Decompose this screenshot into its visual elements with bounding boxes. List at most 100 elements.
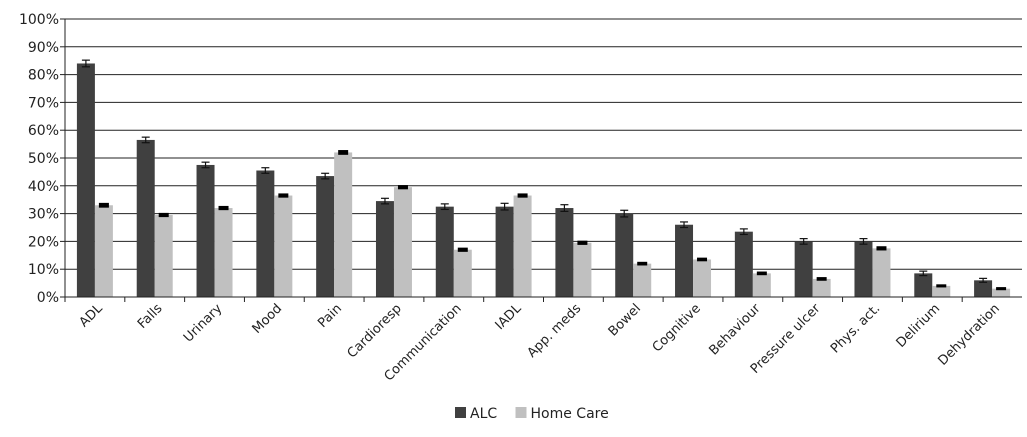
bar-alc bbox=[196, 164, 215, 297]
x-tick-labels: ADL Falls Urinary Mood Pain CardiorespCommuni… bbox=[77, 301, 1003, 385]
x-tick-label: ADL bbox=[77, 301, 107, 331]
bar-alc bbox=[136, 139, 155, 297]
bar-alc bbox=[435, 206, 454, 297]
error-bar bbox=[560, 204, 569, 212]
bar-home-care bbox=[393, 187, 412, 297]
bar-alc bbox=[555, 208, 574, 297]
y-tick-labels: 0% 10% 20% 30% 40% 50% 60% 70% 80% 90% 100% bbox=[19, 12, 59, 306]
legend-swatch-home-care bbox=[515, 407, 527, 418]
error-bar bbox=[380, 197, 389, 205]
bar-alc bbox=[76, 63, 95, 298]
y-tick-label: 100% bbox=[19, 12, 59, 28]
axes bbox=[60, 18, 1022, 302]
x-tick-label: Phys. act. bbox=[828, 301, 883, 356]
error-bar bbox=[81, 59, 90, 68]
error-bar bbox=[577, 240, 588, 245]
x-tick-label: IADL bbox=[493, 301, 525, 333]
error-bar bbox=[517, 193, 528, 198]
bar-home-care bbox=[94, 205, 113, 297]
x-tick-label: Urinary bbox=[181, 301, 226, 346]
y-tick-label: 70% bbox=[28, 95, 59, 111]
x-tick-label: Cardioresp bbox=[345, 301, 405, 361]
y-tick-label: 40% bbox=[28, 179, 59, 195]
error-bar bbox=[996, 287, 1007, 291]
x-tick-label: Falls bbox=[135, 301, 166, 332]
legend: ALC Home Care bbox=[455, 406, 609, 422]
error-bar bbox=[620, 209, 629, 218]
legend-label: Home Care bbox=[531, 406, 609, 422]
bar-alc bbox=[615, 213, 634, 297]
x-tick-label: Pain bbox=[315, 301, 345, 331]
x-tick-label: Dehydration bbox=[935, 301, 1002, 368]
bar-alc bbox=[495, 206, 514, 297]
error-bar bbox=[919, 270, 928, 277]
bar-alc bbox=[256, 170, 275, 297]
y-tick-label: 50% bbox=[28, 151, 59, 167]
bar-alc bbox=[854, 241, 873, 297]
bar-home-care bbox=[812, 278, 831, 297]
bar-home-care bbox=[334, 152, 353, 297]
error-bar bbox=[158, 212, 169, 218]
error-bar bbox=[397, 185, 408, 190]
error-bar bbox=[141, 136, 150, 144]
error-bar bbox=[876, 246, 887, 251]
error-bar bbox=[756, 271, 767, 276]
x-tick-label: Behaviour bbox=[706, 301, 764, 359]
y-tick-label: 20% bbox=[28, 234, 59, 250]
error-bar bbox=[637, 261, 648, 266]
bar-home-care bbox=[752, 273, 771, 297]
bar-alc bbox=[974, 280, 993, 297]
error-bar bbox=[278, 193, 289, 198]
bar-home-care bbox=[573, 242, 592, 297]
error-bar bbox=[457, 247, 468, 252]
x-tick-label: Cognitive bbox=[650, 301, 704, 355]
legend-label: ALC bbox=[470, 406, 497, 422]
bar-home-care bbox=[154, 214, 173, 297]
bar-home-care bbox=[693, 259, 712, 297]
error-bar bbox=[979, 277, 988, 283]
bar-home-care bbox=[633, 263, 652, 297]
bar-home-care bbox=[992, 288, 1011, 297]
bar-home-care bbox=[513, 195, 532, 297]
error-bar bbox=[936, 284, 947, 288]
y-tick-label: 90% bbox=[28, 40, 59, 56]
error-bar bbox=[98, 202, 109, 208]
error-bar bbox=[739, 228, 748, 236]
y-tick-label: 60% bbox=[28, 123, 59, 139]
bar-alc bbox=[316, 176, 335, 297]
error-bar bbox=[201, 161, 210, 169]
bars bbox=[76, 63, 1011, 298]
bar-alc bbox=[675, 224, 694, 297]
error-bar bbox=[697, 257, 708, 262]
bar-home-care bbox=[214, 208, 233, 297]
y-tick-label: 30% bbox=[28, 207, 59, 223]
bar-home-care bbox=[872, 248, 891, 297]
bar-alc bbox=[734, 231, 753, 297]
x-tick-label: Delirium bbox=[894, 301, 944, 351]
bar-home-care bbox=[453, 249, 472, 297]
error-bar bbox=[440, 203, 449, 211]
x-tick-label: Mood bbox=[250, 301, 286, 337]
bar-alc bbox=[794, 241, 813, 297]
x-tick-label: App. meds bbox=[525, 301, 585, 361]
legend-swatch-alc bbox=[455, 407, 466, 418]
y-tick-label: 0% bbox=[37, 290, 59, 306]
error-bar bbox=[321, 172, 330, 180]
error-bar bbox=[680, 221, 689, 229]
bar-home-care bbox=[274, 195, 293, 297]
y-tick-label: 80% bbox=[28, 68, 59, 84]
error-bar bbox=[218, 205, 229, 211]
bar-home-care bbox=[932, 285, 951, 297]
error-bar bbox=[338, 150, 349, 155]
bar-alc bbox=[375, 201, 394, 297]
bar-alc bbox=[914, 273, 933, 297]
error-bar bbox=[816, 277, 827, 281]
error-bars bbox=[81, 59, 1007, 291]
error-bar bbox=[261, 167, 270, 174]
y-tick-label: 10% bbox=[28, 262, 59, 278]
error-bar bbox=[500, 202, 509, 211]
error-bar bbox=[859, 238, 868, 245]
error-bar bbox=[799, 238, 808, 245]
